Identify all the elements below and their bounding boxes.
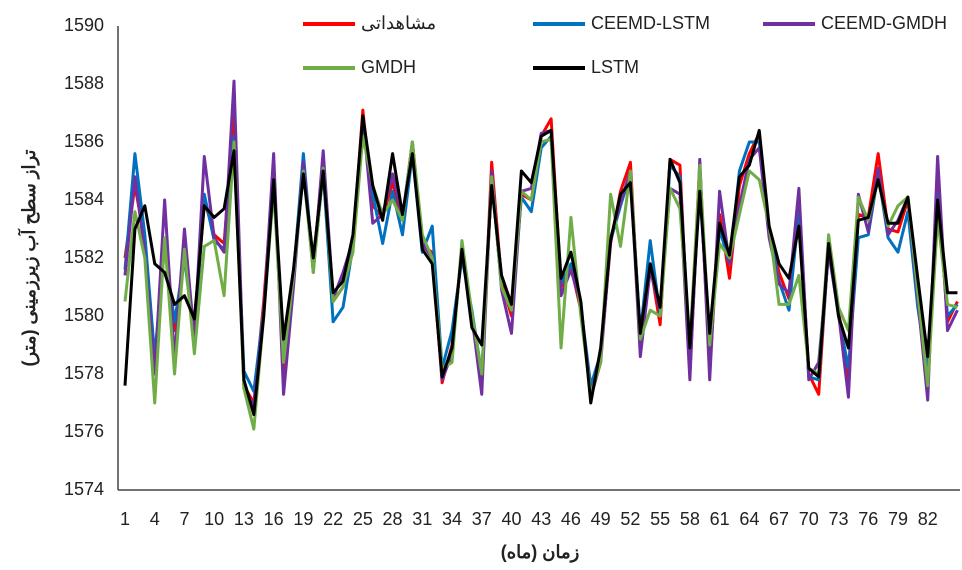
y-tick-label: 1584: [64, 189, 104, 209]
x-tick-label: 76: [858, 509, 878, 529]
x-tick-label: 55: [650, 509, 670, 529]
legend-label: CEEMD-GMDH: [821, 13, 947, 33]
x-tick-label: 37: [472, 509, 492, 529]
x-tick-label: 10: [204, 509, 224, 529]
x-axis-title: زمان (ماه): [501, 542, 580, 563]
x-tick-label: 52: [620, 509, 640, 529]
y-tick-label: 1578: [64, 363, 104, 383]
y-tick-label: 1590: [64, 15, 104, 35]
x-tick-label: 22: [323, 509, 343, 529]
x-tick-label: 25: [353, 509, 373, 529]
y-tick-label: 1580: [64, 305, 104, 325]
x-tick-label: 58: [680, 509, 700, 529]
x-tick-label: 82: [918, 509, 938, 529]
y-tick-label: 1582: [64, 247, 104, 267]
series-line: [123, 114, 958, 417]
x-tick-label: 4: [150, 509, 160, 529]
y-axis-title: تراز سطح آب زیرزمینی (متر): [17, 150, 40, 367]
x-tick-label: 19: [293, 509, 313, 529]
y-tick-label: 1576: [64, 421, 104, 441]
x-tick-label: 34: [442, 509, 462, 529]
x-tick-label: 79: [888, 509, 908, 529]
x-tick-label: 43: [531, 509, 551, 529]
x-tick-label: 46: [561, 509, 581, 529]
x-tick-label: 67: [769, 509, 789, 529]
legend-label: LSTM: [591, 57, 639, 77]
x-tick-label: 1: [120, 509, 130, 529]
x-tick-label: 49: [591, 509, 611, 529]
legend-label: مشاهداتی: [361, 13, 436, 33]
y-tick-label: 1586: [64, 131, 104, 151]
y-tick-label: 1588: [64, 73, 104, 93]
x-tick-label: 64: [739, 509, 759, 529]
legend-label: GMDH: [361, 57, 416, 77]
x-tick-label: 40: [501, 509, 521, 529]
legend-label: CEEMD-LSTM: [591, 13, 710, 33]
series-line: [123, 79, 959, 408]
x-tick-label: 73: [829, 509, 849, 529]
x-tick-label: 28: [383, 509, 403, 529]
x-tick-label: 70: [799, 509, 819, 529]
x-tick-label: 61: [710, 509, 730, 529]
x-tick-label: 16: [264, 509, 284, 529]
x-tick-label: 7: [179, 509, 189, 529]
x-tick-label: 13: [234, 509, 254, 529]
x-tick-label: 31: [412, 509, 432, 529]
y-tick-label: 1574: [64, 479, 104, 499]
